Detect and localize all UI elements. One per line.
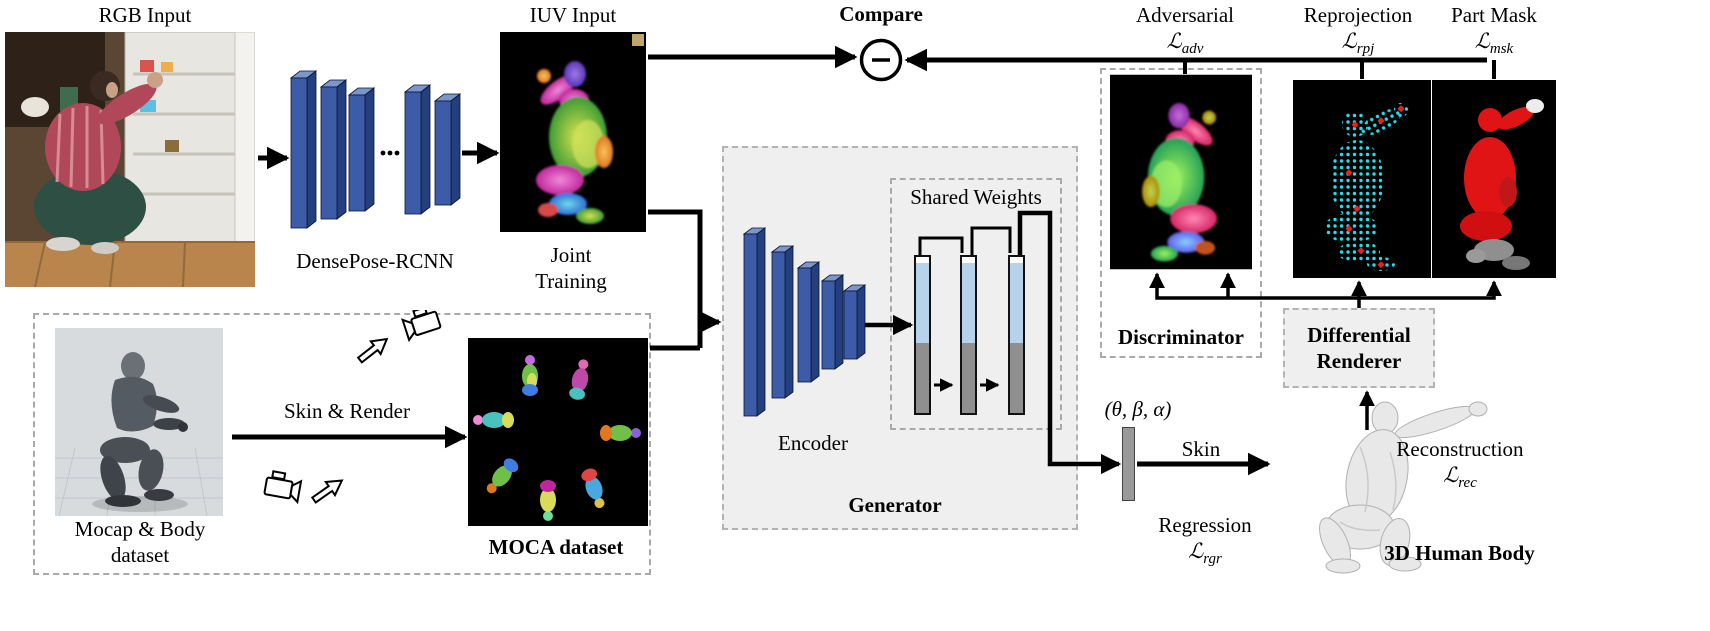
rgb-input-image <box>5 31 256 292</box>
parameter-bar <box>1122 427 1135 501</box>
cnn-slab <box>289 70 318 229</box>
reconstruction-loss-block: Reconstruction ℒrec <box>1360 436 1560 494</box>
camera-icon <box>352 306 447 377</box>
encoder-label: Encoder <box>778 431 848 455</box>
person-shape <box>34 71 163 254</box>
reprojection-image <box>1293 80 1431 283</box>
mannequin-shape <box>100 352 188 507</box>
adversarial-iuv-image <box>1110 74 1252 275</box>
regression-loss-block: Regression ℒrgr <box>1110 512 1300 570</box>
reprojection-loss-symbol: ℒrpj <box>1341 29 1375 58</box>
differential-renderer-label: Differential Renderer <box>1307 322 1411 373</box>
parameters-label: (θ, β, α) <box>1104 397 1172 421</box>
joint-training-label: Joint Training <box>535 243 607 294</box>
compare-minus-icon <box>859 38 903 82</box>
line-iuv-to-junction <box>648 209 703 348</box>
mocap-dataset-box <box>33 313 651 575</box>
part-mask-label: Part Mask <box>1451 3 1537 27</box>
differential-renderer-box: Differential Renderer <box>1283 308 1435 388</box>
reconstruction-loss-symbol: ℒrec <box>1443 463 1477 492</box>
densepose-label: DensePose-RCNN <box>296 249 454 273</box>
skin-label: Skin <box>1181 437 1221 461</box>
regression-loss-symbol: ℒrgr <box>1188 539 1222 568</box>
reprojection-loss-block: Reprojection ℒrpj <box>1258 2 1458 60</box>
moca-figures <box>473 355 641 521</box>
weight-bar-3 <box>1008 255 1025 415</box>
ellipsis-dots-icon <box>380 150 400 156</box>
iuv-input-image <box>500 32 646 237</box>
skin-render-label: Skin & Render <box>284 399 410 423</box>
arrow-renderer-to-mask <box>1359 280 1502 300</box>
adversarial-loss-block: Adversarial ℒadv <box>1085 2 1285 60</box>
camera-icon <box>258 448 358 518</box>
mocap-dataset-label: Mocap & Body dataset <box>74 517 206 568</box>
mask-figure <box>1460 99 1544 270</box>
part-mask-loss-symbol: ℒmsk <box>1474 29 1514 58</box>
generator-label: Generator <box>848 493 942 517</box>
regression-label: Regression <box>1158 513 1252 537</box>
human-body-mesh-image <box>1285 392 1500 582</box>
rgb-input-label: RGB Input <box>98 3 192 27</box>
compare-label: Compare <box>839 2 923 26</box>
moca-dataset-label: MOCA dataset <box>488 535 624 559</box>
densepose-rcnn-blocks <box>283 56 468 241</box>
iuv-input-label: IUV Input <box>529 3 617 27</box>
adversarial-loss-symbol: ℒadv <box>1166 29 1204 58</box>
moca-dataset-image <box>468 338 648 531</box>
discriminator-label: Discriminator <box>1118 325 1244 349</box>
weight-bar-2 <box>960 255 977 415</box>
shared-weights-label: Shared Weights <box>910 185 1042 209</box>
part-mask-loss-block: Part Mask ℒmsk <box>1394 2 1594 60</box>
weight-bar-1 <box>914 255 931 415</box>
human-body-label: 3D Human Body <box>1384 541 1535 565</box>
mocap-body-image <box>55 328 223 521</box>
encoder-blocks <box>742 222 877 432</box>
part-mask-image <box>1432 80 1556 283</box>
reprojection-label: Reprojection <box>1303 3 1413 27</box>
reconstruction-label: Reconstruction <box>1396 437 1524 461</box>
adversarial-label: Adversarial <box>1136 3 1234 27</box>
